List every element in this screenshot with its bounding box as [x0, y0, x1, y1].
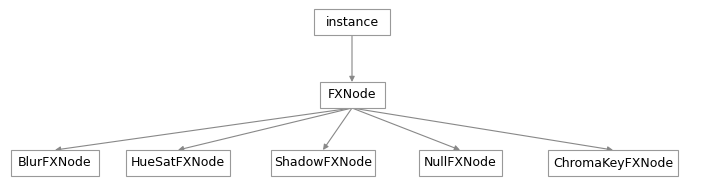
FancyBboxPatch shape: [314, 9, 390, 35]
Text: ShadowFXNode: ShadowFXNode: [274, 157, 372, 169]
FancyBboxPatch shape: [320, 82, 384, 108]
FancyBboxPatch shape: [271, 150, 375, 176]
FancyBboxPatch shape: [548, 150, 678, 176]
Text: ChromaKeyFXNode: ChromaKeyFXNode: [553, 157, 673, 169]
Text: instance: instance: [325, 15, 379, 28]
FancyBboxPatch shape: [126, 150, 230, 176]
FancyBboxPatch shape: [418, 150, 501, 176]
Text: BlurFXNode: BlurFXNode: [18, 157, 92, 169]
Text: FXNode: FXNode: [328, 89, 376, 102]
Text: NullFXNode: NullFXNode: [424, 157, 496, 169]
Text: HueSatFXNode: HueSatFXNode: [131, 157, 225, 169]
FancyBboxPatch shape: [11, 150, 99, 176]
